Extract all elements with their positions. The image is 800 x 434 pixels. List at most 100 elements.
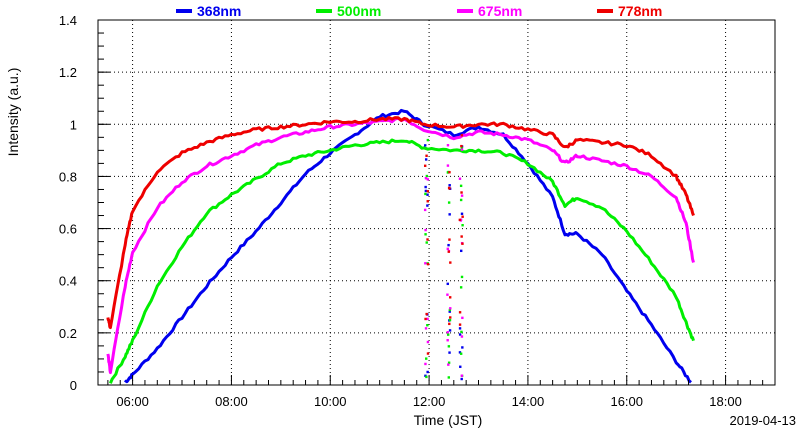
y-tick-label: 1.4	[59, 13, 77, 28]
noise-point	[447, 201, 451, 204]
axis-ticks	[98, 19, 776, 386]
noise-point	[424, 177, 428, 180]
y-tick-label: 0.4	[59, 274, 77, 289]
noise-point	[448, 187, 451, 190]
noise-point	[426, 190, 430, 193]
noise-point	[447, 376, 451, 379]
noise-point	[446, 339, 449, 342]
noise-point	[426, 178, 430, 181]
y-axis-title: Intensity (a.u.)	[5, 68, 21, 157]
noise-point	[461, 346, 464, 349]
noise-point	[460, 144, 463, 148]
legend: 368nm 500nm 675nm 778nm	[176, 3, 662, 19]
noise-point	[448, 308, 452, 312]
noise-point	[446, 293, 449, 296]
noise-point	[424, 192, 427, 196]
noise-point	[459, 365, 462, 368]
noise-point	[449, 307, 452, 310]
noise-point	[448, 296, 452, 299]
noise-point	[447, 361, 451, 364]
x-axis-title: Time (JST)	[414, 412, 483, 428]
noise-point	[446, 144, 450, 147]
noise-point	[447, 250, 450, 253]
noise-point	[448, 322, 451, 326]
series-lines	[106, 108, 695, 384]
noise-point	[424, 185, 427, 189]
y-tick-label: 1	[70, 117, 77, 132]
legend-label-500nm: 500nm	[337, 3, 381, 19]
noise-point	[460, 194, 464, 197]
noise-point	[426, 262, 430, 266]
noise-point	[458, 333, 462, 336]
noise-point	[461, 224, 464, 227]
x-tick-label: 06:00	[116, 394, 149, 409]
noise-point	[424, 189, 428, 193]
x-tick-label: 16:00	[610, 394, 643, 409]
noise-point	[426, 370, 429, 374]
noise-point	[459, 184, 463, 188]
tick-labels: 06:00 08:00 10:00 12:00 14:00 16:00 18:00 0 0.2 0…	[59, 13, 742, 409]
noise-point	[446, 333, 450, 336]
legend-label-778nm: 778nm	[618, 3, 662, 19]
noise-point	[458, 218, 462, 222]
noise-point	[426, 138, 430, 142]
x-tick-label: 14:00	[512, 394, 545, 409]
noise-point	[423, 164, 427, 167]
scatter-noise-points	[423, 134, 464, 381]
x-tick-label: 08:00	[215, 394, 248, 409]
noise-point	[426, 200, 429, 203]
noise-point	[426, 352, 430, 355]
noise-point	[448, 184, 451, 187]
noise-point	[458, 323, 462, 326]
noise-point	[460, 134, 464, 137]
noise-point	[426, 193, 429, 196]
noise-point	[460, 330, 463, 334]
noise-point	[460, 275, 464, 279]
noise-point	[424, 317, 427, 321]
noise-point	[426, 324, 429, 327]
noise-point	[458, 177, 462, 180]
plot-background	[98, 20, 775, 385]
noise-point	[460, 374, 464, 377]
noise-point	[461, 215, 464, 218]
noise-point	[460, 377, 463, 381]
noise-point	[424, 327, 428, 330]
noise-point	[460, 191, 463, 194]
legend-label-675nm: 675nm	[478, 3, 522, 19]
date-label: 2019-04-13	[730, 413, 797, 428]
y-tick-label: 1.2	[59, 65, 77, 80]
x-tick-label: 12:00	[413, 394, 446, 409]
noise-point	[425, 241, 428, 244]
series-line-368nm	[124, 108, 692, 384]
y-tick-label: 0.2	[59, 326, 77, 341]
series-line-500nm	[109, 138, 695, 384]
noise-point	[460, 235, 463, 238]
noise-point	[424, 228, 427, 232]
noise-point	[424, 262, 427, 265]
noise-point	[446, 331, 449, 334]
legend-label-368nm: 368nm	[197, 3, 241, 19]
noise-point	[447, 345, 451, 348]
noise-point	[448, 351, 451, 354]
noise-point	[424, 362, 427, 366]
noise-point	[426, 317, 429, 321]
x-tick-label: 18:00	[709, 394, 742, 409]
y-tick-label: 0.8	[59, 169, 77, 184]
noise-point	[446, 247, 450, 251]
noise-point	[460, 335, 464, 338]
noise-point	[448, 171, 451, 174]
noise-point	[458, 311, 462, 314]
noise-point	[448, 238, 451, 241]
noise-point	[425, 357, 428, 360]
noise-point	[449, 316, 452, 319]
noise-point	[426, 340, 430, 344]
noise-point	[447, 243, 450, 247]
noise-point	[426, 238, 429, 241]
noise-point	[446, 171, 450, 174]
noise-point	[458, 327, 462, 330]
noise-point	[447, 363, 450, 366]
noise-point	[446, 164, 450, 167]
noise-point	[424, 144, 427, 147]
noise-point	[449, 261, 452, 264]
